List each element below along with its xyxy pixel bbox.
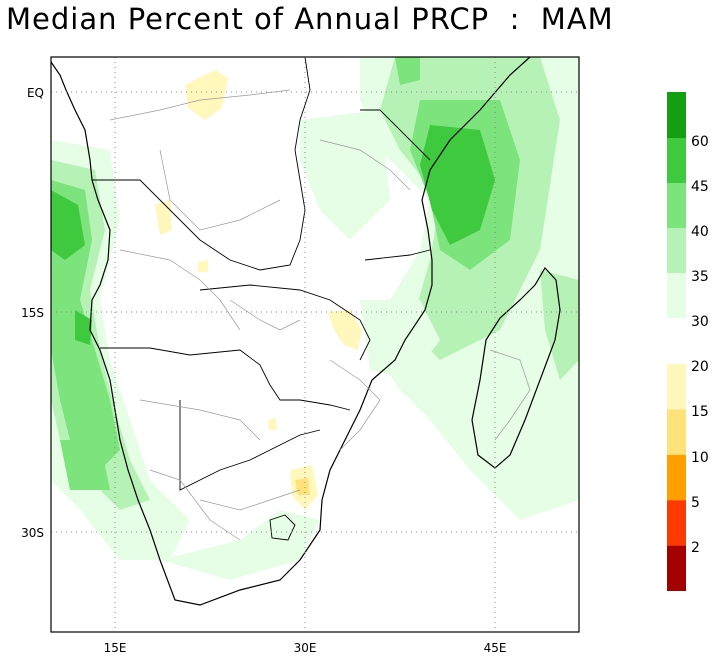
colorbar-label: 40 [691, 224, 709, 240]
colorbar-swatch [667, 183, 686, 228]
map-title: Median Percent of Annual PRCP : MAM [6, 2, 614, 36]
colorbar-label: 10 [691, 450, 709, 466]
colorbar-label: 30 [691, 314, 709, 330]
map-panel [50, 56, 580, 633]
precip-shading-yellow [155, 70, 362, 510]
colorbar-label: 15 [691, 404, 709, 420]
colorbar-swatch [667, 364, 686, 410]
colorbar-swatch [667, 500, 686, 546]
province-borders [109, 89, 531, 541]
colorbar-label: 60 [691, 134, 709, 150]
lon-label: 15E [104, 641, 127, 655]
precip-shading-green [51, 57, 579, 580]
colorbar-swatch [667, 454, 686, 501]
gridlines [51, 57, 579, 632]
colorbar-swatch [667, 409, 686, 455]
colorbar-label: 20 [691, 359, 709, 375]
colorbar-label: 45 [691, 179, 709, 195]
colorbar-swatch [667, 273, 686, 318]
coastline [50, 56, 561, 606]
colorbar-label: 2 [691, 540, 700, 556]
lat-axis-labels: EQ 15S 30S [21, 86, 44, 540]
lon-label: 45E [484, 641, 507, 655]
colorbar-swatch [667, 92, 686, 138]
colorbar-label: 35 [691, 269, 709, 285]
colorbar-label: 5 [691, 495, 700, 511]
lon-axis-labels: 15E 30E 45E [104, 641, 507, 655]
colorbar: 60 45 40 35 30 20 15 10 5 2 [667, 92, 709, 591]
colorbar-swatch [667, 138, 686, 183]
lat-label: EQ [27, 86, 44, 100]
lat-label: 15S [21, 306, 44, 320]
colorbar-swatch [667, 545, 686, 591]
colorbar-swatch [667, 228, 686, 273]
country-borders [92, 56, 431, 541]
lat-label: 30S [21, 526, 44, 540]
lon-label: 30E [294, 641, 317, 655]
